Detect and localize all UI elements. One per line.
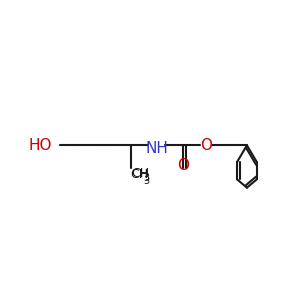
Text: HO: HO [28,138,52,153]
Text: 3: 3 [144,176,150,186]
Text: NH: NH [146,142,168,157]
Text: O: O [200,138,212,153]
Text: CH: CH [131,168,149,181]
Text: CH: CH [131,167,149,180]
Text: 3: 3 [143,173,149,184]
Text: O: O [177,158,189,173]
